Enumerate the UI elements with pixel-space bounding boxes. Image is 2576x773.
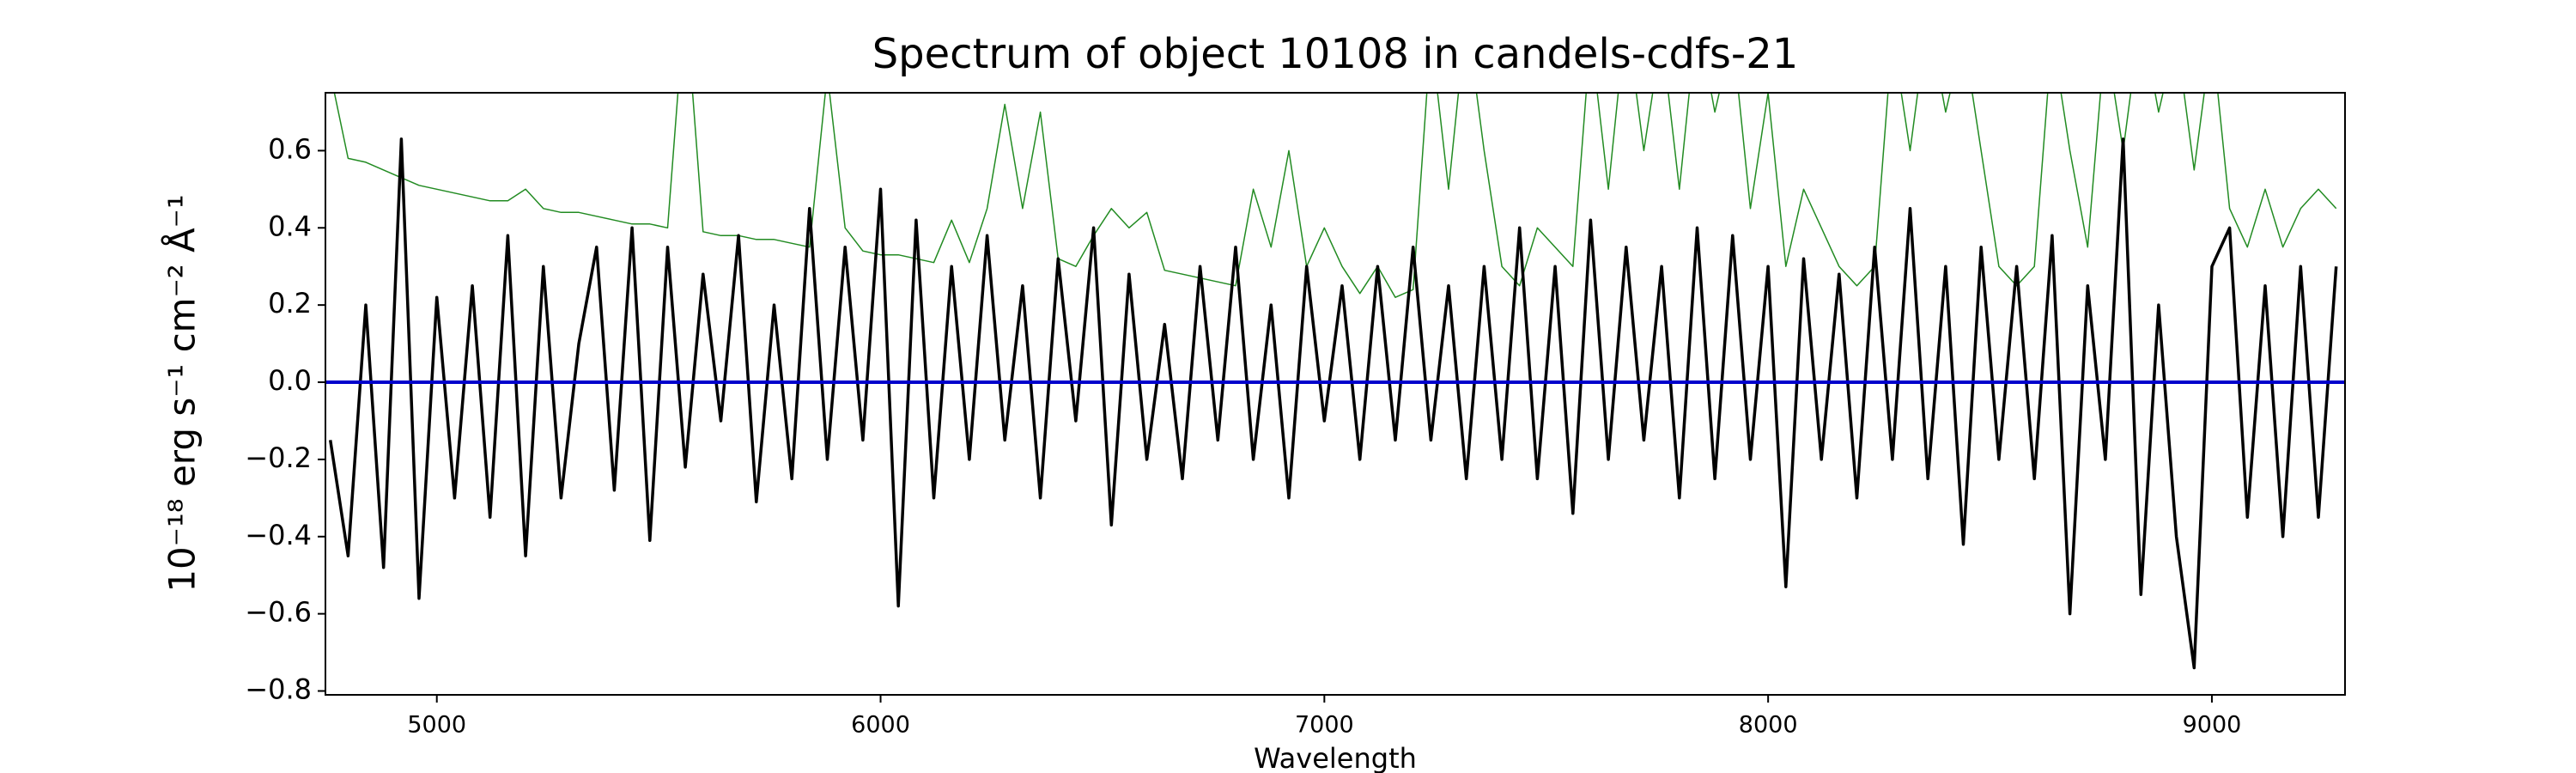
plot-area [325,93,2345,670]
y-tick-label: −0.4 [245,519,312,551]
x-tick-label: 5000 [407,712,466,739]
axes-frame [325,92,2346,696]
x-tick-label: 9000 [2183,712,2242,739]
y-tick-label: −0.6 [245,596,312,629]
y-tick-label: 0.2 [268,287,312,320]
y-tick-label: 0.6 [268,132,312,165]
spectrum-line [333,93,2337,298]
y-tick-label: −0.8 [245,673,312,706]
x-axis-label: Wavelength [1254,742,1417,773]
x-tick-label: 8000 [1739,712,1798,739]
x-tick-label: 6000 [851,712,910,739]
spectrum-line [328,137,2338,670]
y-tick-label: 0.0 [268,364,312,397]
x-tick-label: 7000 [1295,712,1354,739]
y-tick-label: 0.4 [268,210,312,242]
y-axis-label: 10⁻¹⁸ erg s⁻¹ cm⁻² Å⁻¹ [161,194,204,592]
y-tick-label: −0.2 [245,441,312,474]
chart-title: Spectrum of object 10108 in candels-cdfs… [872,30,1799,78]
